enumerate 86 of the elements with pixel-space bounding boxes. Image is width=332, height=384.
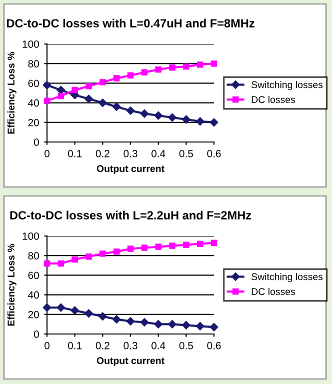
point xyxy=(154,320,162,328)
point xyxy=(182,321,190,330)
x-tick-label: 0.6 xyxy=(207,342,221,350)
point xyxy=(84,309,93,318)
x-tick-label: 0 xyxy=(44,150,50,158)
point xyxy=(44,98,50,104)
point xyxy=(140,109,149,118)
y-tick-label: 80 xyxy=(28,252,39,260)
y-tick-label: 20 xyxy=(28,310,39,318)
point xyxy=(126,106,135,115)
x-tick-label: 0.2 xyxy=(96,342,110,350)
chart-title: DC-to-DC losses with L=0.47uH and F=8MHz xyxy=(6,18,254,28)
point xyxy=(58,260,64,267)
x-tick-label: 0.3 xyxy=(124,342,138,350)
legend-label: DC losses xyxy=(252,96,296,104)
y-axis-title: Efficiency Loss % xyxy=(7,52,16,134)
y-tick-label: 0 xyxy=(34,330,39,338)
point xyxy=(84,94,93,104)
point xyxy=(182,115,190,124)
point xyxy=(86,253,92,260)
y-tick-label: 60 xyxy=(28,272,39,280)
point xyxy=(72,86,78,94)
point xyxy=(127,72,134,78)
point xyxy=(100,250,106,257)
point xyxy=(210,240,218,246)
point xyxy=(86,83,92,90)
point xyxy=(210,118,218,127)
point xyxy=(196,240,204,247)
x-tick-label: 0.1 xyxy=(68,150,82,158)
x-tick-label: 0.4 xyxy=(152,342,166,350)
x-tick-label: 0.4 xyxy=(152,150,166,158)
x-tick-label: 0.2 xyxy=(96,150,110,158)
legend-label: Switching losses xyxy=(252,273,323,282)
point xyxy=(70,306,79,315)
point xyxy=(112,102,121,111)
y-tick-label: 0 xyxy=(34,138,39,146)
x-tick-label: 0.6 xyxy=(207,150,221,158)
point xyxy=(196,61,204,68)
x-axis-title: Output current xyxy=(96,357,164,366)
point xyxy=(98,98,107,107)
point xyxy=(113,248,120,255)
point xyxy=(98,312,107,320)
x-tick-label: 0 xyxy=(44,342,50,350)
point xyxy=(100,79,106,86)
x-axis-title: Output current xyxy=(96,165,164,174)
point xyxy=(183,63,190,70)
x-tick-label: 0.5 xyxy=(179,342,193,350)
point xyxy=(127,246,134,252)
point xyxy=(210,323,218,332)
point xyxy=(168,320,176,328)
point xyxy=(141,69,148,76)
x-tick-label: 0.1 xyxy=(68,342,82,350)
y-tick-label: 80 xyxy=(28,60,39,68)
point xyxy=(72,256,78,263)
point xyxy=(196,117,204,126)
x-tick-label: 0.5 xyxy=(179,150,193,158)
point xyxy=(44,260,50,267)
point xyxy=(169,64,176,71)
point xyxy=(140,318,149,326)
point xyxy=(169,242,176,249)
y-tick-label: 20 xyxy=(28,118,39,126)
point xyxy=(210,60,218,67)
point xyxy=(154,111,162,120)
x-tick-label: 0.3 xyxy=(124,150,138,158)
point xyxy=(112,315,121,324)
point xyxy=(42,81,52,90)
point xyxy=(126,317,135,326)
point xyxy=(183,242,190,248)
point xyxy=(155,66,162,73)
y-tick-label: 60 xyxy=(28,80,39,88)
y-tick-label: 100 xyxy=(22,40,39,48)
point xyxy=(56,303,66,312)
chart-title: DC-to-DC losses with L=2.2uH and F=2MHz xyxy=(10,210,252,220)
point xyxy=(141,244,148,251)
y-tick-label: 40 xyxy=(28,99,39,107)
point xyxy=(42,303,52,312)
y-tick-label: 40 xyxy=(28,291,39,299)
legend-label: DC losses xyxy=(252,288,296,296)
point xyxy=(58,92,64,100)
point xyxy=(196,322,204,330)
point xyxy=(168,113,176,122)
legend-label: Switching losses xyxy=(252,81,323,90)
point xyxy=(113,75,120,82)
y-axis-title: Efficiency Loss % xyxy=(7,244,16,326)
point xyxy=(155,244,162,250)
y-tick-label: 100 xyxy=(22,232,39,240)
